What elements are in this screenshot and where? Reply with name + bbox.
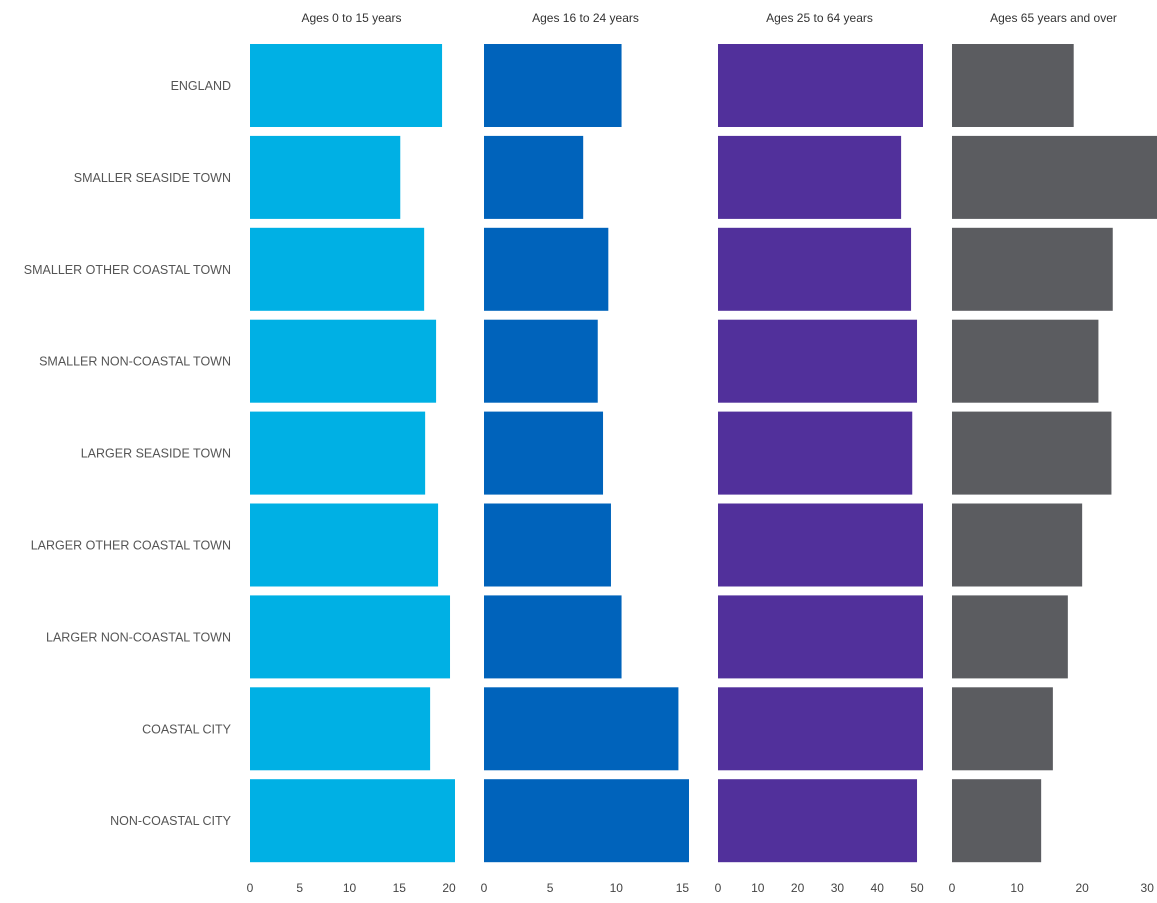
tick-label: 0 [247,881,254,895]
bar [484,227,609,311]
panel-title: Ages 25 to 64 years [766,11,873,25]
panel-title: Ages 65 years and over [990,11,1117,25]
tick-label: 0 [949,881,956,895]
tick-label: 15 [393,881,407,895]
bar [952,227,1113,311]
bar [484,135,584,219]
category-label: NON-COASTAL CITY [110,814,232,828]
category-label: LARGER SEASIDE TOWN [81,447,231,461]
tick-label: 5 [547,881,554,895]
bar [250,227,425,311]
panel-title: Ages 0 to 15 years [301,11,401,25]
tick-label: 10 [610,881,624,895]
bar [484,779,689,863]
bar [718,411,913,495]
bar [250,135,401,219]
category-label: LARGER NON-COASTAL TOWN [46,630,231,644]
bar [250,595,451,679]
bar [718,779,918,863]
bar [952,44,1074,127]
bar [952,779,1042,863]
tick-label: 20 [791,881,805,895]
bar [250,44,443,127]
bar [718,227,912,311]
bar [952,687,1053,771]
bar [718,687,923,771]
bar [718,319,918,403]
bar [484,687,679,771]
tick-label: 10 [751,881,765,895]
category-label: SMALLER OTHER COASTAL TOWN [24,263,231,277]
category-label: COASTAL CITY [142,722,232,736]
bar [250,687,431,771]
bar [484,44,622,127]
bar [718,135,902,219]
bar [718,44,923,127]
category-label: SMALLER SEASIDE TOWN [74,171,231,185]
bar [484,595,622,679]
bar [484,503,611,587]
bar [952,411,1112,495]
tick-label: 40 [871,881,885,895]
bar [484,411,604,495]
tick-label: 10 [1010,881,1024,895]
bar [250,411,426,495]
tick-label: 0 [715,881,722,895]
bar [250,319,437,403]
bar [718,595,923,679]
category-label: LARGER OTHER COASTAL TOWN [31,539,231,553]
category-label: ENGLAND [171,79,231,93]
panel-title: Ages 16 to 24 years [532,11,639,25]
bar [952,135,1157,219]
tick-label: 20 [1075,881,1089,895]
bar [250,779,455,863]
bar [952,595,1068,679]
bar [250,503,439,587]
tick-label: 30 [831,881,845,895]
tick-label: 30 [1141,881,1155,895]
bar [952,503,1083,587]
tick-label: 50 [910,881,924,895]
bar [952,319,1099,403]
category-label: SMALLER NON-COASTAL TOWN [39,355,231,369]
tick-label: 0 [481,881,488,895]
tick-label: 15 [676,881,690,895]
tick-label: 10 [343,881,357,895]
bar [484,319,598,403]
bar [718,503,923,587]
tick-label: 5 [296,881,303,895]
tick-label: 20 [442,881,456,895]
